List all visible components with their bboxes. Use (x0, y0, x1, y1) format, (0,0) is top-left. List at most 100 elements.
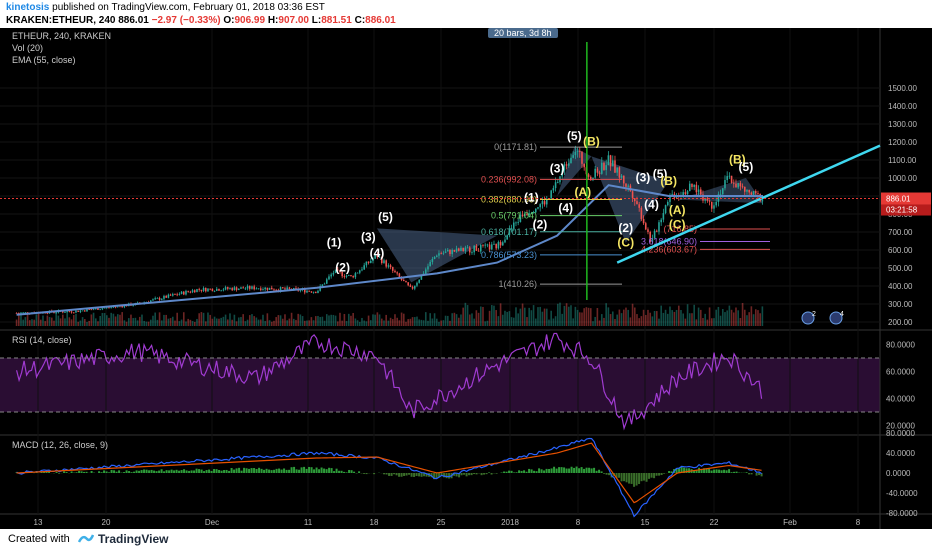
volume-bar (191, 321, 194, 326)
volume-bar (321, 316, 324, 326)
tradingview-brand[interactable]: TradingView (98, 532, 169, 546)
macd-hist-bar (398, 473, 401, 477)
macd-hist-bar (718, 469, 721, 473)
volume-bar (323, 320, 326, 326)
wave-label: (5) (739, 160, 754, 174)
candle-body (473, 245, 475, 253)
volume-bar (647, 309, 649, 326)
macd-hist-bar (408, 473, 411, 475)
volume-bar (279, 315, 282, 326)
macd-hist-bar (670, 471, 673, 473)
volume-bar (94, 318, 97, 326)
macd-hist-bar (203, 471, 206, 473)
author-link[interactable]: kinetosis (6, 2, 50, 13)
candle-body (253, 286, 255, 290)
grid (0, 28, 880, 514)
candle-body (55, 312, 57, 314)
chart-canvas[interactable]: 0(1171.81) 0.236(992.08) 0.382(880.90) 0.5(… (0, 28, 932, 529)
volume-bar (33, 319, 35, 326)
volume-bar (50, 317, 53, 326)
candle-body (627, 185, 629, 187)
chart-header: kinetosis published on TradingView.com, … (0, 0, 932, 28)
macd-hist-bar (405, 473, 408, 476)
candle-body (64, 312, 66, 313)
macd-hist-bar (150, 469, 153, 473)
tradingview-logo-icon[interactable] (77, 533, 95, 548)
candle-body (442, 252, 445, 254)
macd-hist-bar (480, 473, 483, 476)
candle-body (411, 286, 414, 289)
time-tick: 22 (710, 518, 719, 527)
candle-body (598, 172, 601, 174)
volume-bar (596, 308, 599, 326)
volume-bar (413, 317, 416, 326)
volume-bar (609, 314, 612, 326)
countdown-badge (881, 204, 931, 216)
volume-bar (438, 321, 440, 326)
volume-bar (706, 319, 709, 326)
macd-hist-bar (473, 473, 476, 475)
macd-hist-bar (565, 468, 568, 473)
volume-bar (15, 319, 18, 326)
volume-bar (152, 315, 154, 326)
macd-hist-bar (573, 467, 576, 473)
candle-body (273, 289, 275, 291)
volume-bar (508, 311, 511, 326)
macd-hist-bar (595, 470, 598, 473)
rsi-tick: 40.0000 (886, 395, 915, 404)
volume-bar (732, 312, 735, 326)
volume-bar (336, 321, 339, 326)
candle-body (526, 213, 528, 215)
candle-body (537, 207, 539, 209)
replay-badge[interactable]: 20 bars, 3d 8h (488, 28, 558, 38)
volume-bar (724, 312, 726, 326)
macd-hist-bar (400, 473, 403, 477)
volume-bar (275, 317, 277, 326)
volume-bar (543, 308, 546, 326)
volume-bar (64, 318, 66, 326)
volume-bar (134, 317, 137, 326)
candle-body (270, 287, 273, 290)
candle-body (691, 183, 693, 187)
candle-body (488, 244, 491, 250)
volume-bar (614, 319, 616, 326)
volume-bar (39, 319, 42, 326)
macd-hist-bar (118, 470, 121, 473)
volume-bar (187, 318, 189, 326)
volume-bar (488, 310, 491, 326)
candle-body (81, 310, 84, 312)
volume-bar (193, 321, 196, 326)
macd-hist-bar (508, 470, 511, 473)
rsi-tick: 80.0000 (886, 341, 915, 350)
volume-bar (369, 320, 372, 326)
time-tick: 18 (370, 518, 379, 527)
candle-body (405, 281, 407, 283)
volume-bar (204, 321, 207, 326)
volume-bar (686, 304, 689, 326)
candle-body (464, 247, 467, 251)
macd-hist-bar (103, 470, 106, 473)
volume-bar (61, 314, 64, 326)
candle-body (517, 221, 519, 223)
macd-hist-bar (193, 470, 196, 473)
macd-hist-bar (168, 470, 171, 473)
fib-label: 0.618(701.17) (481, 227, 537, 237)
volume-bar (662, 312, 665, 326)
volume-bar (213, 316, 216, 326)
volume-bar (477, 312, 480, 326)
volume-bar (519, 308, 522, 326)
volume-bar (506, 311, 508, 326)
volume-bar (567, 306, 570, 326)
volume-bar (372, 314, 374, 326)
macd-hist-bar (133, 471, 136, 473)
macd-hist-bar (455, 473, 458, 477)
macd-hist-bar (745, 472, 748, 473)
trend-line[interactable] (616, 144, 881, 264)
volume-bar (671, 310, 673, 326)
time-tick: 11 (304, 518, 313, 527)
candle-body (396, 272, 398, 274)
candle-body (660, 219, 662, 223)
macd-hist-bar (388, 473, 391, 476)
volume-bar (517, 313, 519, 326)
candle-body (358, 270, 361, 273)
